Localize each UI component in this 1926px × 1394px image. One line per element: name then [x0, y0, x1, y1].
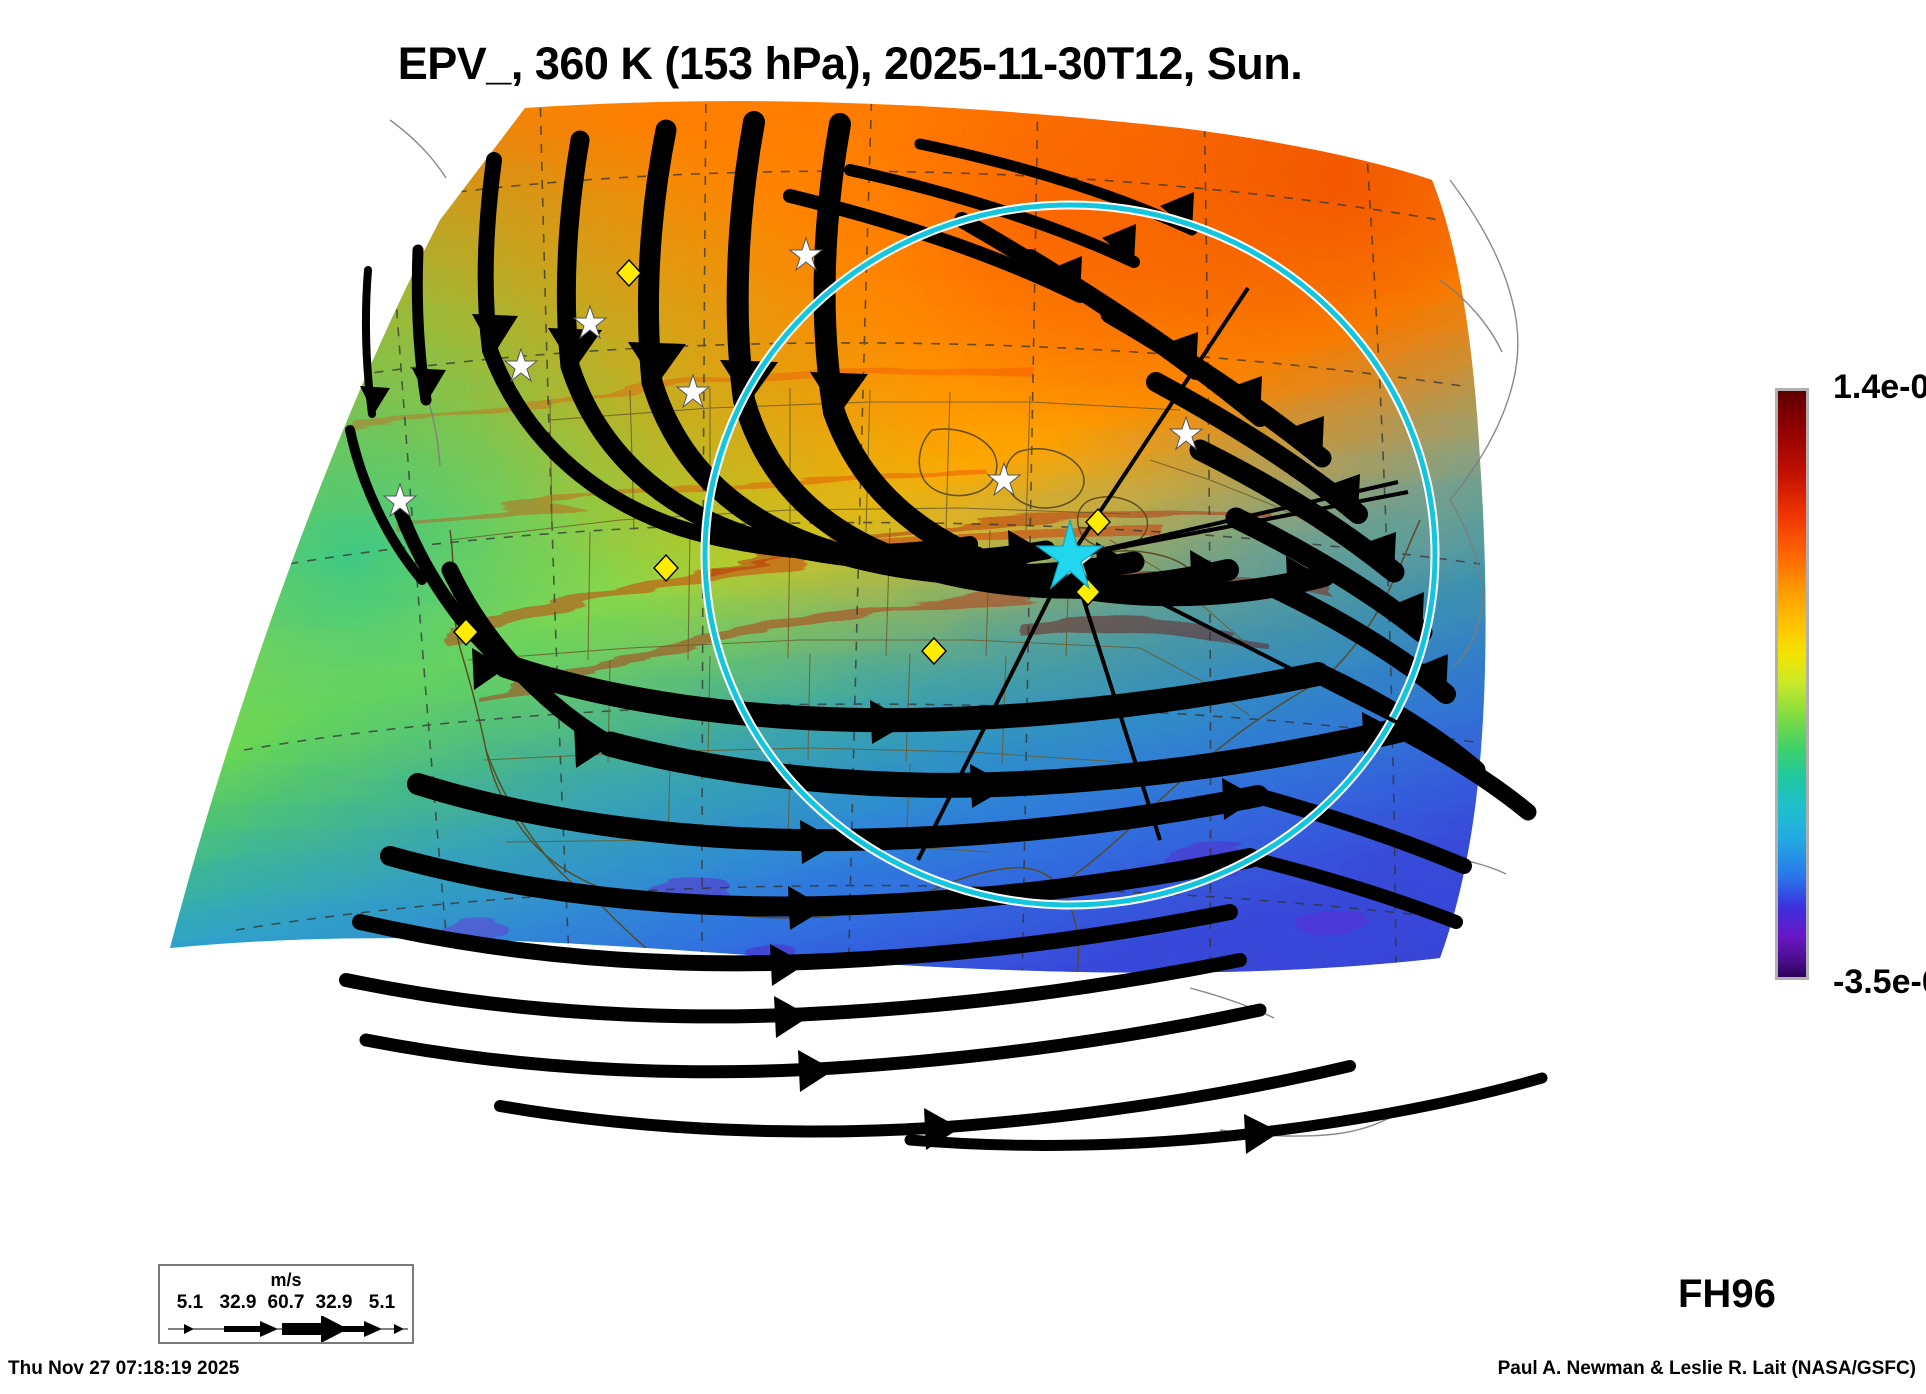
wind-legend-units-label: m/s [270, 1270, 302, 1290]
cyan-range-circle [700, 200, 1440, 910]
wind-legend-value-2: 32.9 [219, 1292, 257, 1313]
footer-timestamp: Thu Nov 27 07:18:19 2025 [8, 1358, 240, 1379]
yellow-diamond-marker[interactable] [453, 258, 1111, 666]
forecast-hour-label: FH96 [1678, 1272, 1776, 1316]
colorbar-min-label: -3.5e-06 [1833, 963, 1926, 1001]
wind-streamlines [339, 111, 1548, 1151]
wind-legend-value-3: 60.7 [267, 1292, 305, 1313]
wind-legend-arrow-scale [168, 1316, 408, 1342]
wind-legend-value-4: 32.9 [315, 1292, 353, 1313]
colorbar-max-label: 1.4e-05 [1833, 368, 1926, 406]
page-title: EPV_, 360 K (153 hPa), 2025-11-30T12, Su… [397, 38, 1303, 89]
colorbar[interactable]: 1.4e-05 -3.5e-06 [1775, 368, 1926, 1001]
footer-credit: Paul A. Newman & Leslie R. Lait (NASA/GS… [1497, 1358, 1916, 1379]
wind-speed-legend: m/s 5.1 32.9 60.7 32.9 5.1 [158, 1264, 414, 1344]
wind-legend-value-5: 5.1 [368, 1292, 396, 1313]
station-markers[interactable] [382, 236, 1204, 666]
wind-legend-values: 5.1 32.9 60.7 32.9 5.1 [166, 1292, 406, 1314]
cyan-star-marker[interactable] [1035, 517, 1105, 590]
colorbar-gradient[interactable] [1775, 388, 1809, 980]
map-canvas[interactable] [150, 100, 1570, 1190]
wind-legend-value-1: 5.1 [176, 1292, 204, 1313]
map-panel[interactable] [150, 100, 1570, 1190]
